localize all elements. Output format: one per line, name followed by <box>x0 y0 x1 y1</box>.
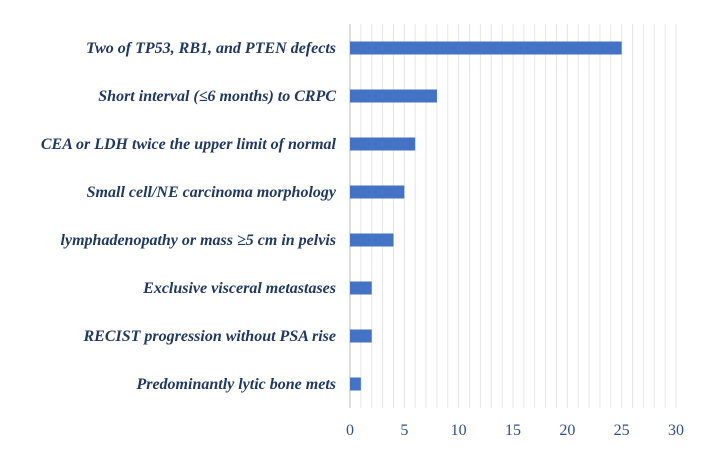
category-label: Predominantly lytic bone mets <box>135 376 336 393</box>
bar <box>350 89 437 103</box>
bar <box>350 41 622 55</box>
grid-lines <box>349 24 677 408</box>
bar <box>350 329 372 343</box>
bar <box>350 137 416 151</box>
bars <box>350 41 622 391</box>
x-tick-label: 15 <box>505 422 521 439</box>
category-label: Short interval (≤6 months) to CRPC <box>98 88 336 105</box>
x-tick-label: 30 <box>668 422 684 439</box>
category-label: lymphadenopathy or mass ≥5 cm in pelvis <box>61 232 336 249</box>
category-label: CEA or LDH twice the upper limit of norm… <box>41 136 337 153</box>
x-tick-label: 0 <box>346 422 354 439</box>
x-tick-labels: 0 5 10 15 20 25 30 <box>346 422 684 439</box>
category-label: Exclusive visceral metastases <box>142 280 336 297</box>
bar <box>350 281 372 295</box>
bar <box>350 185 405 199</box>
category-label: RECIST progression without PSA rise <box>82 328 336 345</box>
bar <box>350 233 394 247</box>
x-tick-label: 20 <box>559 422 575 439</box>
category-label: Small cell/NE carcinoma morphology <box>87 184 337 201</box>
x-tick-label: 5 <box>400 422 408 439</box>
x-tick-label: 25 <box>614 422 630 439</box>
category-label: Two of TP53, RB1, and PTEN defects <box>86 40 336 57</box>
x-tick-label: 10 <box>451 422 467 439</box>
bar <box>350 377 361 391</box>
category-labels: Two of TP53, RB1, and PTEN defects Short … <box>41 40 337 393</box>
